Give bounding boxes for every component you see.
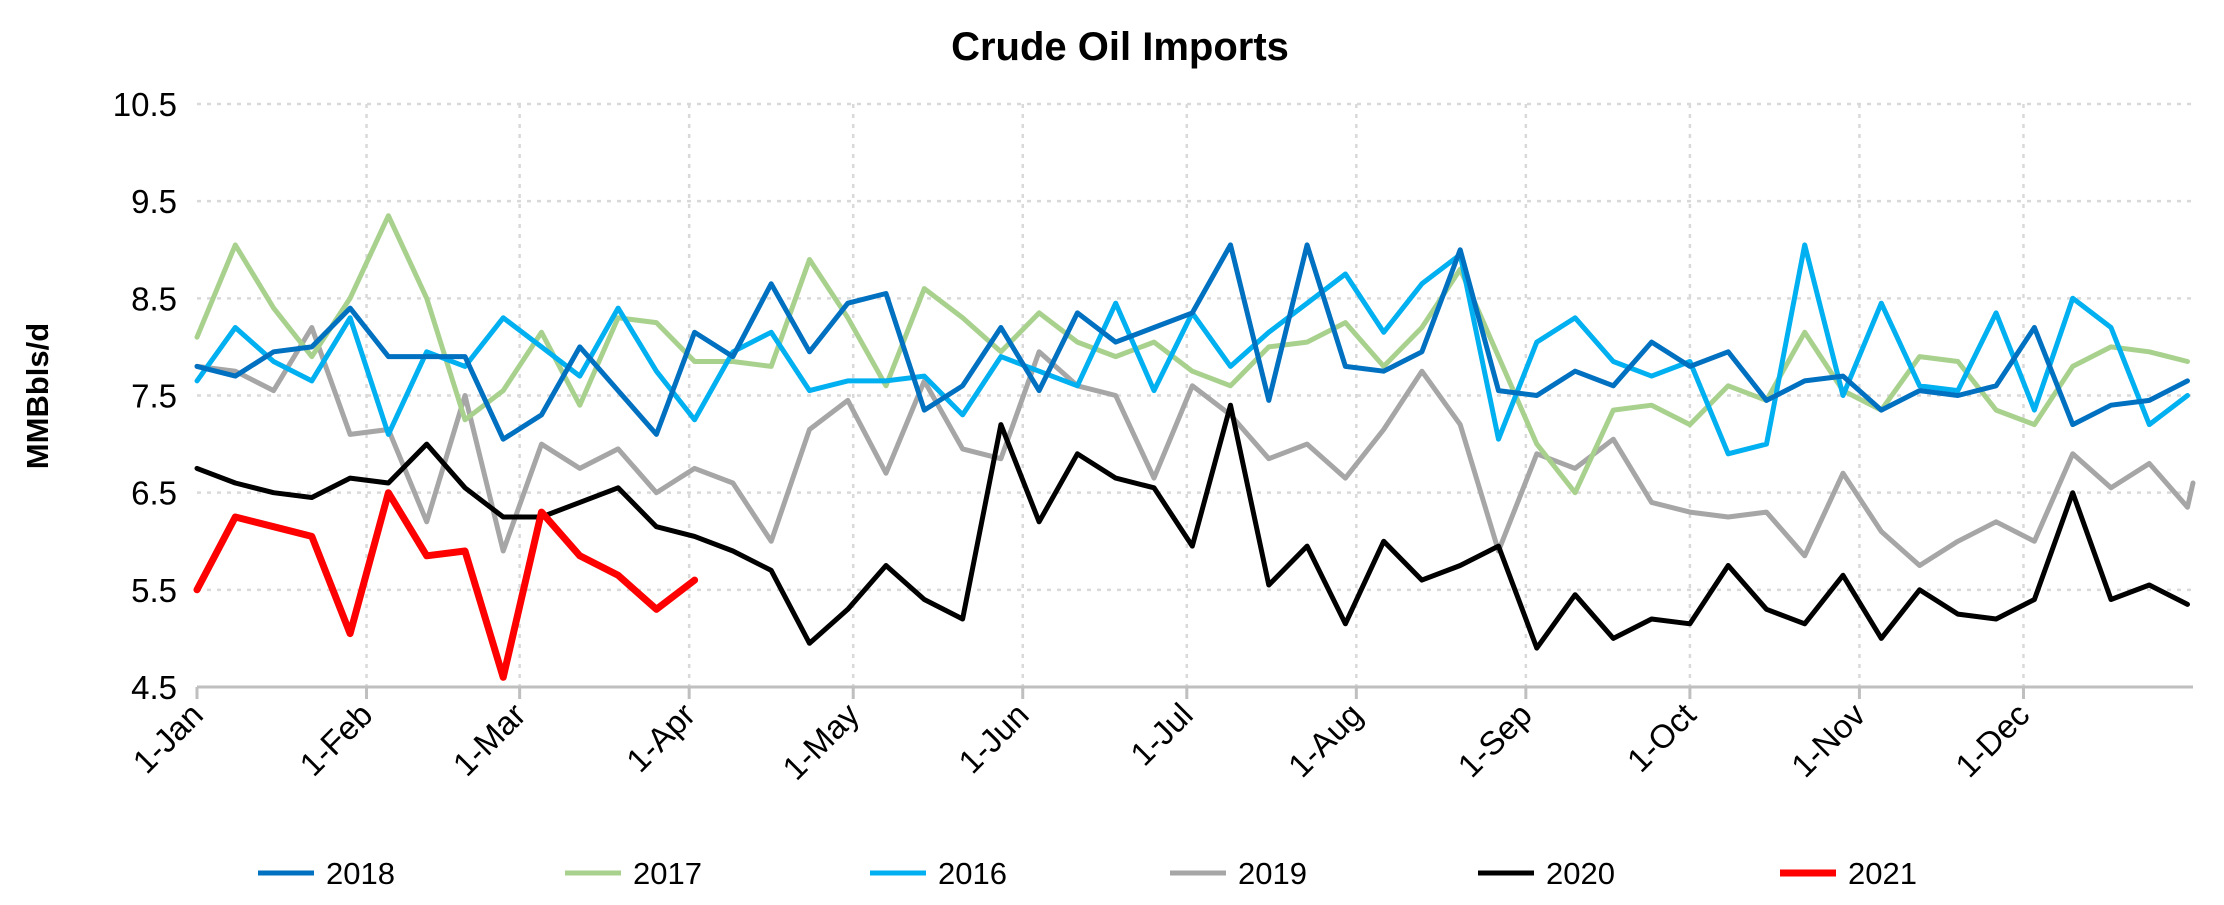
series-line-2019 xyxy=(194,325,2196,568)
x-tick-label: 1-Jun xyxy=(951,696,1036,781)
series-line-2017 xyxy=(194,213,2190,496)
x-tick-label: 1-Sep xyxy=(1450,696,1538,784)
axes: 4.5 5.5 6.5 7.5 8.5 9.5 10.5 1-Jan 1-Feb 1-Mar 1-A… xyxy=(113,86,2193,787)
legend-label-2017: 2017 xyxy=(633,856,702,891)
y-tick-label: 6.5 xyxy=(131,475,177,512)
series-lines xyxy=(193,213,2196,681)
legend-label-2019: 2019 xyxy=(1238,856,1307,891)
series-line-2020 xyxy=(194,402,2190,651)
y-tick-label: 8.5 xyxy=(131,280,177,317)
y-tick-label: 4.5 xyxy=(131,669,177,706)
legend-label-2021: 2021 xyxy=(1848,856,1917,891)
legend-label-2018: 2018 xyxy=(326,856,395,891)
chart-title: Crude Oil Imports xyxy=(951,25,1289,69)
legend-label-2020: 2020 xyxy=(1546,856,1615,891)
series-line-2021 xyxy=(193,489,699,681)
x-tick-label: 1-May xyxy=(775,695,866,786)
y-tick-label: 7.5 xyxy=(131,378,177,415)
x-tick-label: 1-Dec xyxy=(1948,696,2036,784)
x-tick-label: 1-Feb xyxy=(292,696,379,783)
series-line-2018 xyxy=(194,242,2190,442)
y-tick-label: 9.5 xyxy=(131,183,177,220)
y-axis-label: MMBbls/d xyxy=(20,323,55,469)
x-tick-label: 1-Aug xyxy=(1281,696,1369,784)
x-tick-label: 1-Jan xyxy=(125,696,210,781)
x-tick-label: 1-Jul xyxy=(1123,696,1200,773)
legend-label-2016: 2016 xyxy=(938,856,1007,891)
x-tick-label: 1-Oct xyxy=(1620,696,1703,779)
x-tick-label: 1-Nov xyxy=(1784,695,1873,784)
y-tick-label: 10.5 xyxy=(113,86,177,123)
x-tick-label: 1-Mar xyxy=(445,696,532,783)
y-tick-label: 5.5 xyxy=(131,572,177,609)
x-tick-label: 1-Apr xyxy=(619,696,702,779)
legend: 2018 2017 2016 2019 2020 2021 xyxy=(258,856,1917,891)
